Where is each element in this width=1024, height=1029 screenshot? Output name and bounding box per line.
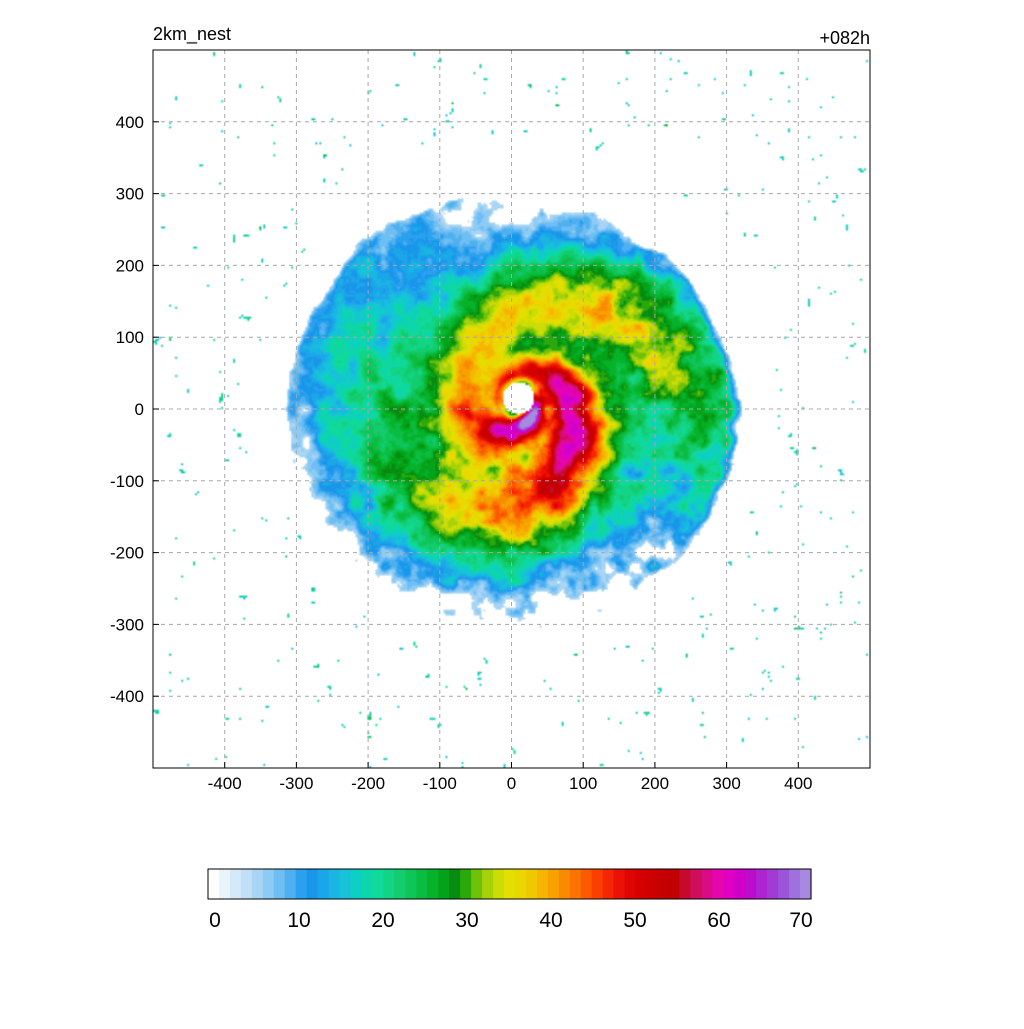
colorbar-swatch-48 <box>734 869 746 899</box>
colorbar-swatch-44 <box>690 869 702 899</box>
colorbar-swatch-54 <box>800 869 812 899</box>
colorbar-swatch-9 <box>306 869 319 899</box>
colorbar-swatch-11 <box>328 869 341 899</box>
colorbar-swatch-33 <box>569 869 582 899</box>
x-tick-label-6: 200 <box>641 774 669 793</box>
x-tick-label-4: 0 <box>507 774 516 793</box>
colorbar-swatch-29 <box>525 869 538 899</box>
colorbar-tick-label-0: 0 <box>209 909 221 932</box>
x-tick-label-1: -300 <box>279 774 313 793</box>
colorbar-tick-label-4: 40 <box>539 909 562 932</box>
colorbar-swatch-23 <box>460 869 472 899</box>
colorbar-tick-label-2: 20 <box>371 909 394 932</box>
colorbar-swatch-16 <box>383 869 395 899</box>
colorbar-swatch-17 <box>394 869 406 899</box>
colorbar-swatch-25 <box>482 869 494 899</box>
colorbar-swatch-7 <box>284 869 297 899</box>
colorbar-swatch-47 <box>723 869 735 899</box>
colorbar-swatch-34 <box>580 869 593 899</box>
colorbar-swatch-26 <box>493 869 505 899</box>
x-tick-label-8: 400 <box>784 774 812 793</box>
colorbar-tick-label-7: 70 <box>789 909 812 932</box>
chart-subtitle: +082h <box>819 28 870 48</box>
x-tick-label-2: -200 <box>351 774 385 793</box>
colorbar-swatch-8 <box>295 869 308 899</box>
colorbar-swatch-35 <box>591 869 604 899</box>
colorbar-swatch-46 <box>712 869 724 899</box>
colorbar-swatch-52 <box>778 869 790 899</box>
colorbar-swatch-32 <box>558 869 571 899</box>
colorbar-swatch-24 <box>471 869 483 899</box>
y-tick-label-3: 100 <box>116 328 144 347</box>
colorbar-swatch-40 <box>646 869 659 899</box>
colorbar-frame <box>207 868 812 900</box>
colorbar-swatch-4 <box>251 869 264 899</box>
colorbar-swatch-43 <box>679 869 691 899</box>
colorbar-swatch-38 <box>624 869 637 899</box>
colorbar-swatch-19 <box>416 869 428 899</box>
colorbar-swatch-14 <box>361 869 374 899</box>
colorbar-swatch-10 <box>317 869 330 899</box>
colorbar-swatch-12 <box>339 869 352 899</box>
colorbar-swatch-31 <box>547 869 560 899</box>
colorbar-swatch-22 <box>449 869 461 899</box>
y-tick-label-7: -300 <box>110 615 144 634</box>
colorbar-swatch-50 <box>756 869 768 899</box>
colorbar-swatch-49 <box>745 869 757 899</box>
colorbar-swatch-28 <box>514 869 527 899</box>
colorbar-swatch-0 <box>208 869 220 899</box>
colorbar-tick-label-1: 10 <box>287 909 310 932</box>
colorbar-swatch-41 <box>657 869 670 899</box>
colorbar-swatch-13 <box>350 869 363 899</box>
colorbar-tick-label-6: 60 <box>707 909 730 932</box>
colorbar-swatch-53 <box>789 869 801 899</box>
colorbar-swatch-30 <box>536 869 549 899</box>
y-tick-label-6: -200 <box>110 544 144 563</box>
colorbar-swatch-27 <box>504 869 516 899</box>
colorbar-swatch-6 <box>273 869 286 899</box>
colorbar-swatch-1 <box>218 869 231 899</box>
y-tick-label-4: 0 <box>135 400 144 419</box>
colorbar-swatch-45 <box>701 869 713 899</box>
colorbar-swatch-15 <box>372 869 385 899</box>
y-tick-label-0: 400 <box>116 113 144 132</box>
colorbar-tick-label-3: 30 <box>455 909 478 932</box>
y-tick-label-2: 200 <box>116 256 144 275</box>
colorbar-swatch-21 <box>438 869 450 899</box>
x-tick-label-7: 300 <box>712 774 740 793</box>
x-tick-label-3: -100 <box>423 774 457 793</box>
colorbar-swatch-5 <box>262 869 275 899</box>
colorbar-tick-label-5: 50 <box>623 909 646 932</box>
axes: -400 -300 -200 -100 0 100 200 300 400 400 300 200 10… <box>110 113 813 793</box>
reflectivity-field <box>153 50 870 768</box>
colorbar-swatch-37 <box>613 869 626 899</box>
colorbar-swatch-39 <box>635 869 648 899</box>
y-tick-label-1: 300 <box>116 185 144 204</box>
chart-title: 2km_nest <box>153 24 231 45</box>
colorbar-swatch-42 <box>668 869 681 899</box>
y-tick-label-5: -100 <box>110 472 144 491</box>
x-tick-label-0: -400 <box>208 774 242 793</box>
y-tick-label-8: -400 <box>110 687 144 706</box>
colorbar-swatch-20 <box>427 869 439 899</box>
colorbar: 0 10 20 30 40 50 60 70 <box>207 868 813 932</box>
colorbar-swatch-36 <box>602 869 615 899</box>
colorbar-swatch-51 <box>767 869 779 899</box>
colorbar-swatch-2 <box>229 869 242 899</box>
colorbar-swatch-3 <box>240 869 253 899</box>
colorbar-swatch-18 <box>405 869 417 899</box>
x-tick-label-5: 100 <box>569 774 597 793</box>
